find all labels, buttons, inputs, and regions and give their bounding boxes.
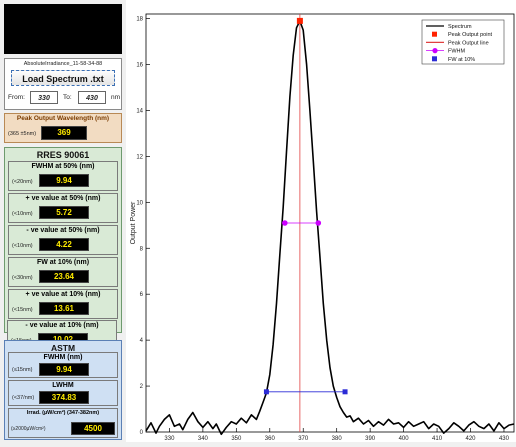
y-tick-label: 14 — [136, 108, 143, 114]
fw10-point — [263, 389, 269, 395]
load-spectrum-button[interactable]: Load Spectrum .txt — [11, 70, 115, 86]
x-tick-label: 420 — [466, 436, 477, 442]
y-tick-label: 6 — [140, 292, 144, 298]
rres-panel: RRES 90061 FWHM at 50% (nm) (<20nm) 9.94… — [4, 147, 122, 333]
metric-limit: (<30nm) — [12, 275, 33, 281]
legend-label: Peak Output point — [448, 32, 493, 38]
metric-title: LWHM — [52, 382, 74, 389]
metric-title: + ve value at 50% (nm) — [25, 195, 101, 202]
x-tick-label: 410 — [432, 436, 443, 442]
x-tick-label: 370 — [298, 436, 309, 442]
legend-marker-peak-point — [432, 31, 437, 37]
rres-fw10-group: FW at 10% (nm) (<30nm) 23.64 — [8, 257, 118, 287]
astm-lwhm-group: LWHM (<37/nm) 374.83 — [8, 380, 118, 406]
legend-label: Spectrum — [448, 24, 472, 30]
metric-title: FWHM at 50% (nm) — [31, 163, 95, 170]
file-panel: AbsoluteIrradiance_11-58-34-88 Load Spec… — [4, 58, 122, 110]
rres-pos10-group: + ve value at 10% (nm) (<15nm) 13.61 — [8, 289, 118, 319]
metric-value: 4500 — [71, 422, 115, 435]
plot-background — [126, 0, 516, 442]
fwhm-point — [315, 220, 322, 226]
wavelength-range: From: 330 To: 430 nm — [8, 91, 120, 105]
peak-title: Peak Output Wavelength (nm) — [16, 115, 110, 122]
metric-title: FW at 10% (nm) — [36, 259, 90, 266]
astm-panel: ASTM FWHM (nm) (≤15nm) 9.94 LWHM (<37/nm… — [4, 340, 122, 440]
unit-label: nm — [111, 94, 121, 101]
spectrum-chart: 0 2 4 6 8 10 12 14 16 18 330 340 350 360 370 380 390 400 4… — [126, 0, 516, 442]
y-tick-label: 12 — [136, 154, 143, 160]
fw10-point — [342, 389, 348, 395]
legend-marker-fwhm — [432, 48, 438, 54]
plot-frame — [145, 13, 515, 433]
to-input[interactable]: 430 — [78, 91, 106, 104]
x-tick-label: 430 — [499, 436, 510, 442]
metric-limit: (<37/nm) — [12, 395, 35, 401]
metric-title: Irrad. (µW/cm²) (347-382nm) — [26, 410, 100, 416]
metric-title: - ve value at 10% (nm) — [25, 322, 99, 329]
fwhm-point — [282, 220, 288, 226]
x-tick-label: 400 — [399, 436, 410, 442]
peak-output-point — [296, 17, 303, 24]
metric-value: 5.72 — [39, 206, 89, 219]
y-tick-label: 0 — [140, 430, 144, 436]
metric-value: 23.64 — [39, 270, 89, 283]
y-tick-label: 16 — [136, 63, 143, 69]
metric-value: 9.94 — [39, 363, 89, 376]
metric-limit: (<15nm) — [12, 307, 33, 313]
file-name: AbsoluteIrradiance_11-58-34-88 — [23, 61, 103, 67]
legend-label: FWHM — [448, 49, 466, 55]
metric-value: 9.94 — [39, 174, 89, 187]
from-input[interactable]: 330 — [30, 91, 58, 104]
rres-title: RRES 90061 — [36, 150, 90, 160]
spectrum-line — [145, 20, 515, 436]
control-panel: AbsoluteIrradiance_11-58-34-88 Load Spec… — [0, 0, 126, 442]
rres-pos50-group: + ve value at 50% (nm) (<10nm) 5.72 — [8, 193, 118, 223]
rres-fwhm50-group: FWHM at 50% (nm) (<20nm) 9.94 — [8, 161, 118, 191]
legend-label: FW at 10% — [448, 57, 475, 63]
x-tick-label: 330 — [164, 436, 175, 442]
metric-value: 4.22 — [39, 238, 89, 251]
y-tick-label: 10 — [136, 200, 143, 206]
metric-value: 13.61 — [39, 302, 89, 315]
metric-limit: (<20nm) — [12, 179, 33, 185]
astm-fwhm-group: FWHM (nm) (≤15nm) 9.94 — [8, 352, 118, 378]
metric-limit: (≥2000µW/cm²) — [11, 426, 46, 432]
legend-label: Peak Output line — [448, 40, 489, 46]
spectrum-plot: 0 2 4 6 8 10 12 14 16 18 330 340 350 360 370 380 390 400 4… — [126, 0, 516, 442]
y-tick-label: 8 — [140, 246, 144, 252]
x-tick-label: 350 — [231, 436, 242, 442]
peak-value: 369 — [41, 126, 87, 140]
rres-neg50-group: - ve value at 50% (nm) (<10nm) 4.22 — [8, 225, 118, 255]
from-label: From: — [8, 94, 25, 101]
metric-title: FWHM (nm) — [43, 354, 83, 361]
metric-limit: (<10nm) — [12, 211, 33, 217]
metric-title: - ve value at 50% (nm) — [26, 227, 100, 234]
y-axis-label: Output Power — [130, 201, 137, 244]
metric-title: + ve value at 10% (nm) — [25, 291, 101, 298]
x-tick-label: 360 — [265, 436, 276, 442]
x-tick-label: 340 — [198, 436, 209, 442]
x-tick-label: 380 — [332, 436, 343, 442]
astm-irradiance-group: Irrad. (µW/cm²) (347-382nm) (≥2000µW/cm²… — [8, 408, 118, 438]
metric-limit: (≤15nm) — [12, 367, 33, 373]
x-tick-label: 390 — [365, 436, 376, 442]
metric-value: 374.83 — [39, 391, 89, 404]
y-tick-label: 4 — [140, 338, 144, 344]
peak-wavelength-panel: Peak Output Wavelength (nm) (365 ±5nm) 3… — [4, 113, 122, 143]
astm-title: ASTM — [50, 343, 76, 353]
peak-range-label: (365 ±5nm) — [8, 131, 37, 137]
y-tick-label: 2 — [140, 384, 144, 390]
y-tick-label: 18 — [136, 17, 143, 23]
legend-marker-fw10 — [432, 56, 437, 62]
preview-box — [4, 4, 122, 54]
to-label: To: — [63, 94, 72, 101]
metric-limit: (<10nm) — [12, 243, 33, 249]
